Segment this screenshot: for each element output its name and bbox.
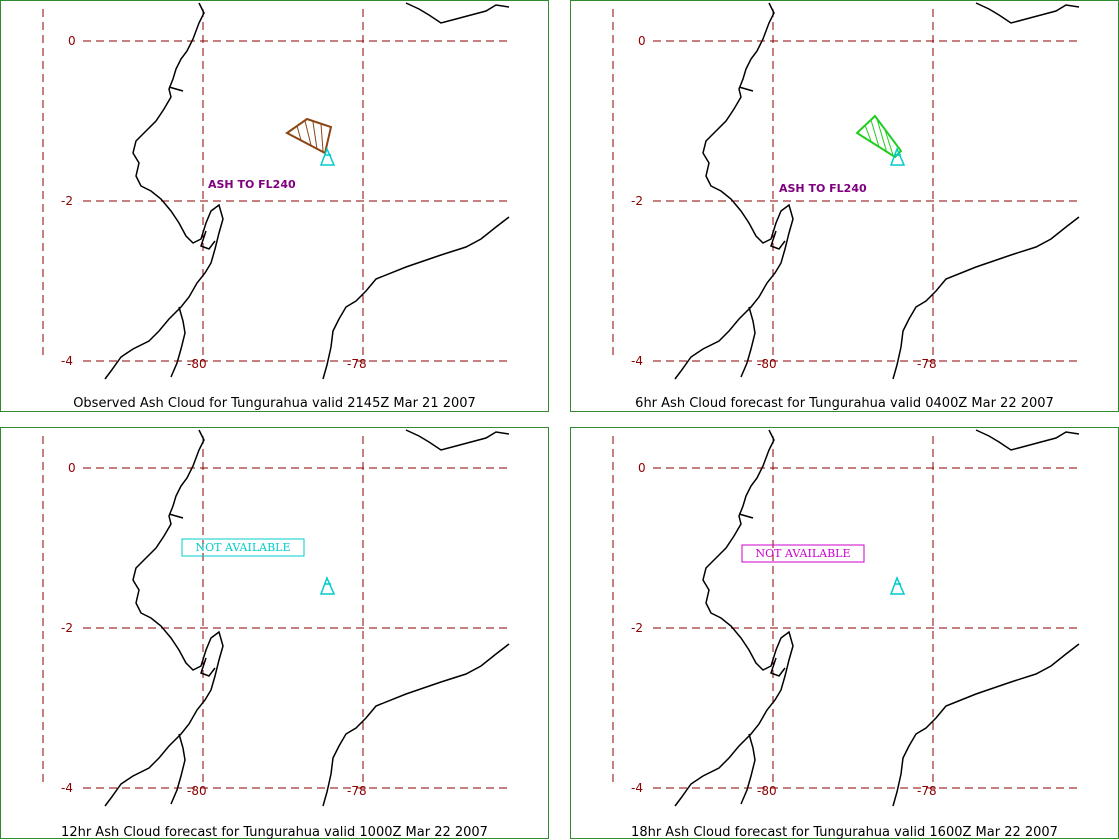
caption-12hr: 12hr Ash Cloud forecast for Tungurahua v… bbox=[61, 825, 488, 840]
grid-lines bbox=[42, 9, 509, 362]
coastline bbox=[104, 2, 510, 380]
lon-label-minus80: -80 bbox=[757, 357, 777, 371]
grid-lines bbox=[42, 436, 509, 789]
lon-label-minus78: -78 bbox=[347, 784, 367, 798]
map-observed: 0 -2 -4 -80 -78 ASH TO FL240 bbox=[42, 2, 510, 380]
volcano-icon bbox=[319, 147, 336, 166]
coastline bbox=[674, 2, 1080, 380]
lat-label-0: 0 bbox=[638, 461, 646, 475]
not-available-box: NOT AVAILABLE bbox=[741, 544, 865, 563]
panel-12hr: 0 -2 -4 -80 -78 NOT AVAILABLE 12hr Ash C… bbox=[0, 427, 549, 840]
panel-6hr: 0 -2 -4 -80 -78 ASH TO FL240 6hr bbox=[570, 0, 1119, 412]
volcano-icon bbox=[319, 576, 336, 595]
lat-label-minus2: -2 bbox=[631, 621, 643, 635]
grid-lines bbox=[612, 436, 1079, 789]
lat-label-minus2: -2 bbox=[61, 621, 73, 635]
map-6hr: 0 -2 -4 -80 -78 ASH TO FL240 bbox=[612, 2, 1080, 380]
not-available-box: NOT AVAILABLE bbox=[181, 538, 305, 557]
map-12hr: 0 -2 -4 -80 -78 NOT AVAILABLE bbox=[42, 429, 510, 807]
map-18hr: 0 -2 -4 -80 -78 NOT AVAILABLE bbox=[612, 429, 1080, 807]
ash-polygon bbox=[285, 117, 333, 155]
coastline bbox=[674, 429, 1080, 807]
lat-label-0: 0 bbox=[638, 34, 646, 48]
lat-label-0: 0 bbox=[68, 34, 76, 48]
lon-label-minus80: -80 bbox=[187, 357, 207, 371]
lon-label-minus78: -78 bbox=[917, 784, 937, 798]
ash-label: ASH TO FL240 bbox=[208, 178, 296, 191]
lon-label-minus80: -80 bbox=[757, 784, 777, 798]
caption-observed: Observed Ash Cloud for Tungurahua valid … bbox=[73, 396, 476, 411]
caption-18hr: 18hr Ash Cloud forecast for Tungurahua v… bbox=[631, 825, 1058, 840]
lat-label-minus4: -4 bbox=[631, 781, 643, 795]
volcano-icon bbox=[889, 147, 906, 166]
lat-label-minus2: -2 bbox=[61, 194, 73, 208]
lat-label-minus4: -4 bbox=[61, 781, 73, 795]
lon-label-minus80: -80 bbox=[187, 784, 207, 798]
lat-label-minus2: -2 bbox=[631, 194, 643, 208]
lon-label-minus78: -78 bbox=[347, 357, 367, 371]
coastline bbox=[104, 429, 510, 807]
panel-18hr: 0 -2 -4 -80 -78 NOT AVAILABLE 18hr Ash C… bbox=[570, 427, 1119, 840]
status-label: NOT AVAILABLE bbox=[195, 541, 290, 554]
ash-label: ASH TO FL240 bbox=[779, 182, 867, 195]
volcano-icon bbox=[889, 576, 906, 595]
grid-lines bbox=[612, 9, 1079, 362]
lat-label-minus4: -4 bbox=[61, 354, 73, 368]
caption-6hr: 6hr Ash Cloud forecast for Tungurahua va… bbox=[635, 396, 1054, 411]
lon-label-minus78: -78 bbox=[917, 357, 937, 371]
status-label: NOT AVAILABLE bbox=[755, 547, 850, 560]
lat-label-0: 0 bbox=[68, 461, 76, 475]
panel-observed: 0 -2 -4 -80 -78 ASH TO FL240 Obs bbox=[0, 0, 549, 412]
lat-label-minus4: -4 bbox=[631, 354, 643, 368]
ash-polygon bbox=[855, 114, 903, 159]
